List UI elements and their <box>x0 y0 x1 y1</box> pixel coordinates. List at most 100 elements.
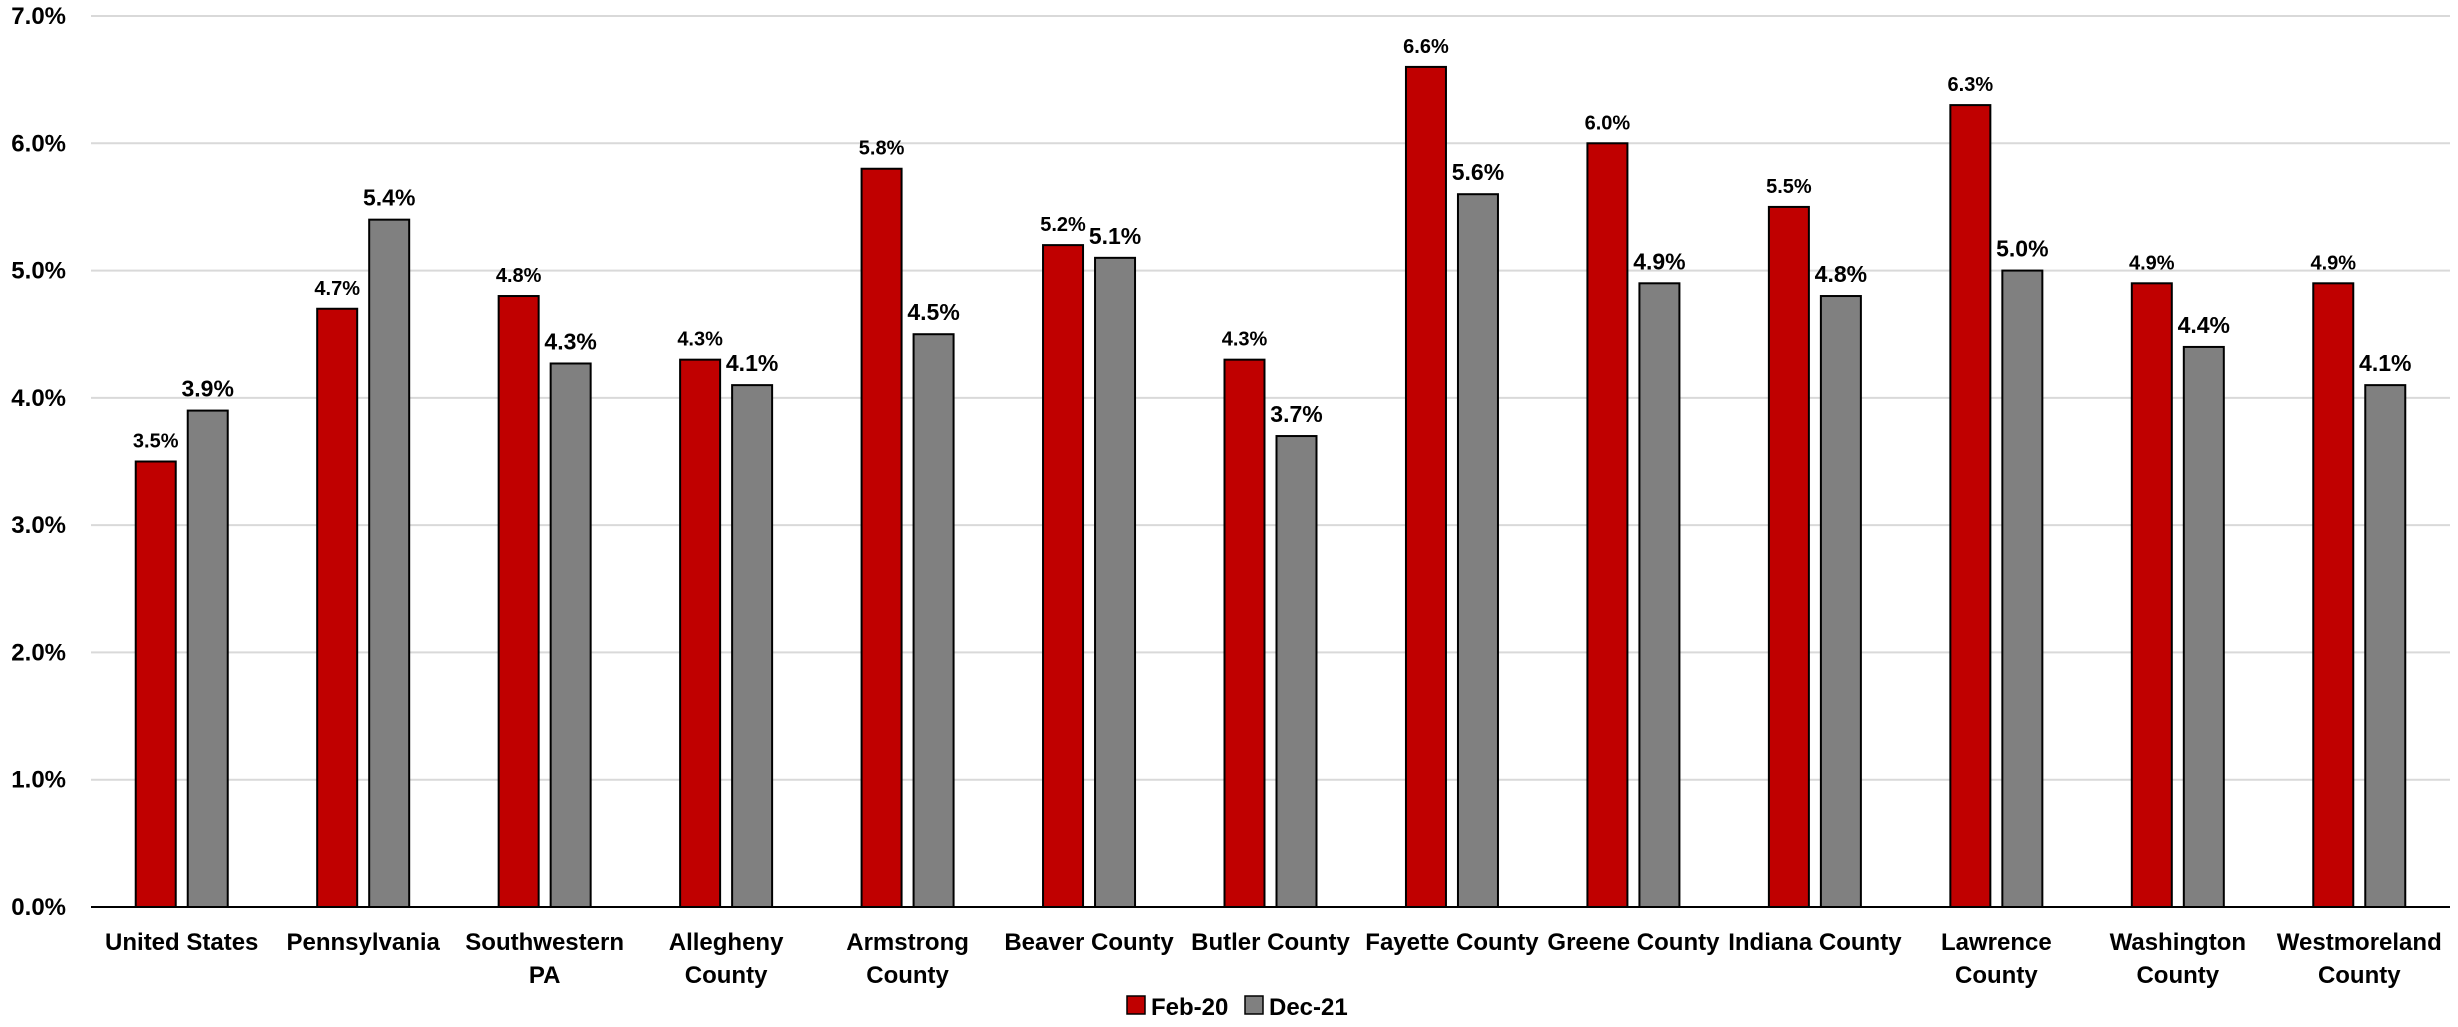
data-label: 4.9% <box>2310 252 2356 274</box>
x-category-label: Fayette County <box>1365 929 1539 956</box>
legend-label-feb-20: Feb-20 <box>1151 994 1228 1021</box>
bar-dec-21-8 <box>1638 282 1681 908</box>
bar-feb-20-12 <box>2312 282 2355 908</box>
legend: Feb-20 Dec-21 <box>1126 994 1348 1021</box>
bar-feb-20-1 <box>316 307 359 908</box>
bar-feb-20-5 <box>1042 244 1085 909</box>
y-tick-label: 3.0% <box>11 512 66 539</box>
x-category-label-line: Indiana County <box>1728 929 1902 956</box>
data-label: 5.5% <box>1766 176 1812 198</box>
x-category-label-line: Butler County <box>1191 929 1350 956</box>
bar-feb-20-3 <box>679 358 722 908</box>
bar-dec-21-0 <box>186 409 229 908</box>
x-category-label-line: Lawrence <box>1941 929 2052 956</box>
x-category-label-line: County <box>685 962 768 989</box>
x-category-label-line: County <box>2136 962 2219 989</box>
bar-dec-21-5 <box>1094 256 1137 909</box>
data-label: 3.9% <box>182 376 234 402</box>
x-category-label: United States <box>105 929 258 956</box>
x-category-label-line: Fayette County <box>1365 929 1539 956</box>
x-category-label: Indiana County <box>1728 929 1902 956</box>
x-category-label: Washington County <box>2110 929 2246 989</box>
data-label: 4.9% <box>1633 248 1685 274</box>
data-label: 4.3% <box>544 328 596 354</box>
legend-label-dec-21: Dec-21 <box>1269 994 1348 1021</box>
data-label: 4.3% <box>677 329 723 351</box>
bar-dec-21-7 <box>1456 193 1499 908</box>
data-label: 4.8% <box>1815 261 1867 287</box>
y-tick-label: 1.0% <box>11 767 66 794</box>
bar-dec-21-4 <box>912 333 955 908</box>
bar-feb-20-0 <box>134 460 177 908</box>
bar-dec-21-2 <box>549 362 592 908</box>
data-label: 4.1% <box>726 350 778 376</box>
x-category-label: Greene County <box>1547 929 1720 956</box>
x-category-label-line: United States <box>105 929 258 956</box>
bar-dec-21-9 <box>1819 295 1862 908</box>
data-label: 5.0% <box>1996 236 2048 262</box>
bar-feb-20-7 <box>1404 65 1447 908</box>
bar-feb-20-10 <box>1949 104 1992 909</box>
x-category-label-line: Beaver County <box>1004 929 1174 956</box>
data-label: 4.1% <box>2359 350 2411 376</box>
y-tick-label: 5.0% <box>11 258 66 285</box>
x-category-label-line: County <box>1955 962 2038 989</box>
y-tick-label: 4.0% <box>11 385 66 412</box>
data-label: 5.1% <box>1089 223 1141 249</box>
x-category-label-line: Westmoreland <box>2277 929 2442 956</box>
x-category-label-line: County <box>2318 962 2401 989</box>
x-category-label: Allegheny County <box>669 929 784 989</box>
x-category-label: Pennsylvania <box>286 929 440 956</box>
bar-dec-21-10 <box>2001 269 2044 909</box>
x-category-label-line: County <box>866 962 949 989</box>
y-tick-label: 2.0% <box>11 639 66 666</box>
data-label: 3.7% <box>1270 401 1322 427</box>
data-label: 5.6% <box>1452 159 1504 185</box>
bar-feb-20-9 <box>1767 205 1810 908</box>
gridlines <box>91 15 2450 781</box>
data-label: 5.8% <box>859 138 905 160</box>
x-category-label-line: Washington <box>2110 929 2246 956</box>
data-label: 3.5% <box>133 431 179 453</box>
data-label: 6.0% <box>1585 112 1631 134</box>
y-axis-ticks: 0.0% 1.0% 2.0% 3.0% 4.0% 5.0% 6.0% 7.0% <box>11 3 66 921</box>
x-category-label: Butler County <box>1191 929 1350 956</box>
x-category-label: Southwestern PA <box>465 929 624 989</box>
x-category-label-line: PA <box>529 962 561 989</box>
x-category-label: Armstrong County <box>846 929 969 989</box>
bar-feb-20-2 <box>497 295 540 908</box>
bar-feb-20-8 <box>1586 142 1629 909</box>
bar-dec-21-6 <box>1275 435 1318 908</box>
x-category-label: Beaver County <box>1004 929 1174 956</box>
data-labels: 3.5%3.9%4.7%5.4%4.8%4.3% 4.3%4.1%5.8%4.5%… <box>133 36 2412 453</box>
bar-dec-21-1 <box>368 218 411 908</box>
data-label: 6.6% <box>1403 36 1449 58</box>
x-category-label-line: Allegheny <box>669 929 784 956</box>
data-label: 5.4% <box>363 185 415 211</box>
y-tick-label: 7.0% <box>11 3 66 30</box>
data-label: 4.3% <box>1222 329 1268 351</box>
data-label: 4.4% <box>2178 312 2230 338</box>
x-category-label-line: Pennsylvania <box>286 929 440 956</box>
data-label: 4.7% <box>314 278 360 300</box>
data-label: 4.5% <box>907 299 959 325</box>
y-tick-label: 0.0% <box>11 894 66 921</box>
x-axis-categories: United States Pennsylvania Southwestern PA A… <box>105 929 2442 989</box>
bars <box>134 65 2407 909</box>
x-category-label-line: Greene County <box>1547 929 1720 956</box>
data-label: 4.8% <box>496 265 542 287</box>
x-category-label-line: Armstrong <box>846 929 969 956</box>
legend-swatch-dec-21 <box>1244 995 1264 1015</box>
bar-dec-21-11 <box>2182 345 2225 908</box>
bar-feb-20-4 <box>860 167 903 908</box>
data-label: 4.9% <box>2129 252 2175 274</box>
bar-dec-21-3 <box>731 384 774 908</box>
data-label: 6.3% <box>1948 74 1994 96</box>
y-tick-label: 6.0% <box>11 130 66 157</box>
data-label: 5.2% <box>1040 214 1086 236</box>
bar-feb-20-6 <box>1223 358 1266 908</box>
x-category-label-line: Southwestern <box>465 929 624 956</box>
x-category-label: Westmoreland County <box>2277 929 2442 989</box>
